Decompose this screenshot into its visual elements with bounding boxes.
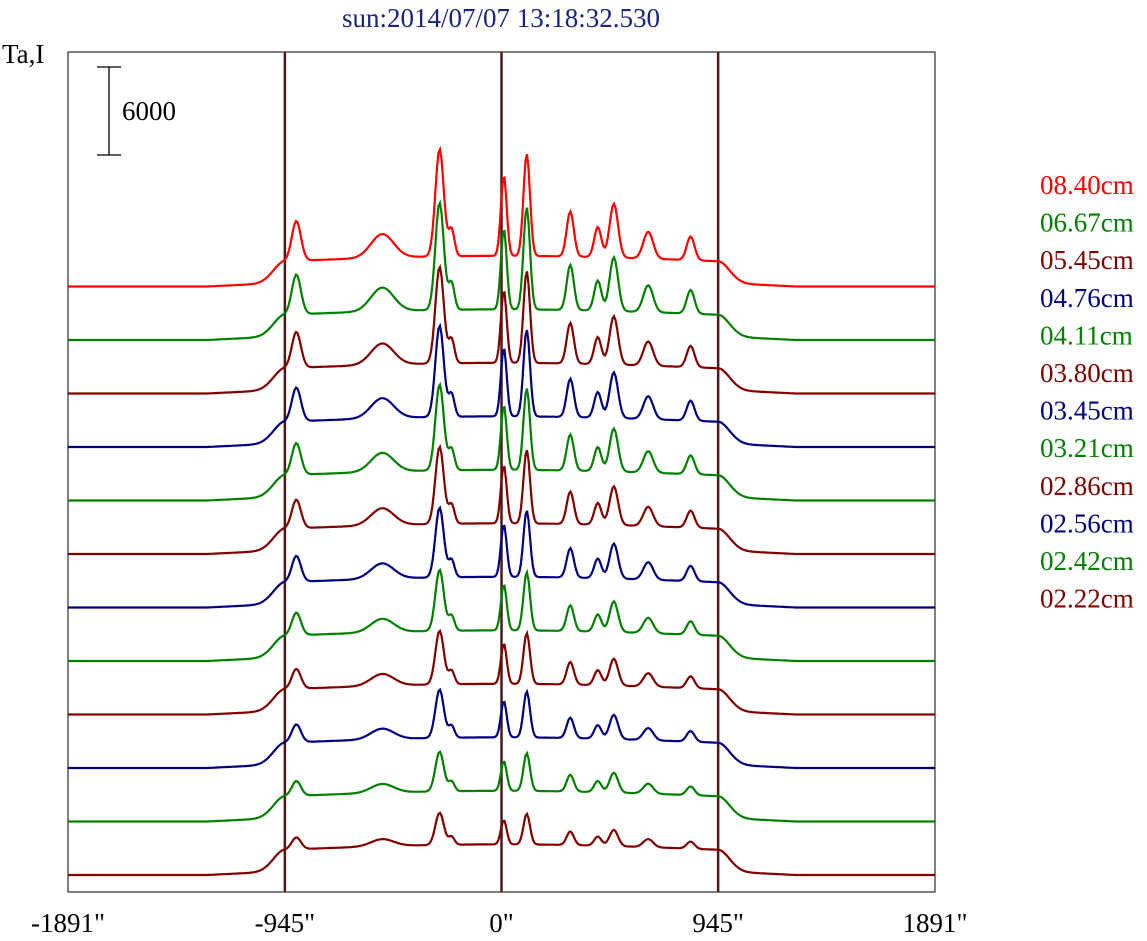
series-layer bbox=[68, 145, 935, 877]
scale-bar-label: 6000 bbox=[122, 96, 176, 126]
scale-bar: 6000 bbox=[97, 66, 176, 156]
chart-title: sun:2014/07/07 13:18:32.530 bbox=[342, 3, 660, 33]
y-axis-label: Ta,I bbox=[2, 39, 44, 69]
x-tick-label-3: 945" bbox=[692, 908, 744, 938]
series-line-02.86cm bbox=[68, 628, 935, 716]
series-line-02.22cm bbox=[68, 811, 935, 877]
legend-entry-03.21cm: 03.21cm bbox=[1040, 433, 1134, 463]
x-tick-label-1: -945" bbox=[255, 908, 316, 938]
series-line-04.11cm bbox=[68, 381, 935, 502]
series-line-05.45cm bbox=[68, 263, 935, 395]
legend: 08.40cm 06.67cm 05.45cm 04.76cm 04.11cm 03.80… bbox=[1040, 170, 1134, 614]
legend-entry-05.45cm: 05.45cm bbox=[1040, 245, 1134, 275]
x-tick-label-0: -1891" bbox=[31, 908, 105, 938]
legend-entry-04.76cm: 04.76cm bbox=[1040, 283, 1134, 313]
series-line-02.56cm bbox=[68, 687, 935, 770]
legend-entry-03.45cm: 03.45cm bbox=[1040, 396, 1134, 426]
series-line-03.45cm bbox=[68, 505, 935, 609]
series-line-03.21cm bbox=[68, 567, 935, 663]
legend-entry-02.56cm: 02.56cm bbox=[1040, 508, 1134, 538]
legend-entry-04.11cm: 04.11cm bbox=[1040, 320, 1133, 350]
x-tick-label-4: 1891" bbox=[902, 908, 967, 938]
x-tick-label-2: 0" bbox=[489, 908, 514, 938]
series-line-08.40cm bbox=[68, 145, 935, 288]
legend-entry-02.42cm: 02.42cm bbox=[1040, 546, 1134, 576]
x-tick-labels: -1891" -945" 0" 945" 1891" bbox=[31, 908, 968, 938]
legend-entry-03.80cm: 03.80cm bbox=[1040, 358, 1134, 388]
legend-entry-06.67cm: 06.67cm bbox=[1040, 208, 1134, 238]
legend-entry-02.86cm: 02.86cm bbox=[1040, 471, 1134, 501]
legend-entry-08.40cm: 08.40cm bbox=[1040, 170, 1134, 200]
series-line-02.42cm bbox=[68, 750, 935, 823]
series-line-06.67cm bbox=[68, 199, 935, 342]
legend-entry-02.22cm: 02.22cm bbox=[1040, 584, 1134, 614]
series-line-04.76cm bbox=[68, 322, 935, 449]
series-line-03.80cm bbox=[68, 443, 935, 556]
